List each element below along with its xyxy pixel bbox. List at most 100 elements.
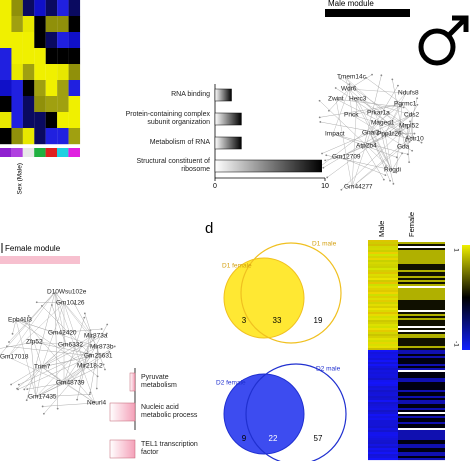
network-edge <box>392 79 406 148</box>
heatmap-cell <box>34 112 46 129</box>
venn-d1 <box>223 242 342 344</box>
heatmap-cell <box>368 396 398 399</box>
network-edge <box>41 305 93 357</box>
heatmap-cell <box>0 16 12 33</box>
heatmap-cell <box>398 394 445 397</box>
network-edge <box>84 313 93 337</box>
heatmap-cell <box>368 254 398 257</box>
network-edge <box>28 315 37 398</box>
heatmap-cell <box>368 360 398 363</box>
network-edge <box>404 98 418 148</box>
network-node <box>17 383 20 386</box>
heatmap-cell <box>398 320 445 323</box>
network-edge <box>320 121 414 140</box>
heatmap-cell <box>398 284 445 287</box>
heatmap-cell <box>34 48 46 65</box>
sex-strip <box>0 148 80 157</box>
heatmap-cell <box>368 420 398 423</box>
heatmap-cell <box>57 128 69 145</box>
network-node <box>384 174 387 177</box>
gene-label: Actr10 <box>405 136 424 143</box>
gene-label: Gm10126 <box>56 300 85 307</box>
heatmap-cell <box>45 128 58 145</box>
network-edge <box>54 291 96 404</box>
heatmap-cell <box>57 16 69 33</box>
network-edge <box>369 92 407 134</box>
x-tick-label: 0 <box>213 183 217 190</box>
network-node <box>5 345 8 348</box>
network-node <box>382 178 385 181</box>
heatmap-cell <box>368 448 398 451</box>
network-edge <box>339 125 408 158</box>
heatmap-cell <box>11 128 23 145</box>
network-edge <box>356 98 413 116</box>
heatmap-cell <box>368 386 398 389</box>
heatmap-cell <box>398 396 445 399</box>
heatmap-cell <box>68 48 81 65</box>
heatmap-cell <box>11 0 23 17</box>
heatmap-cell <box>368 240 398 243</box>
network-node <box>89 391 92 394</box>
male-module-bar <box>325 9 410 17</box>
heatmap-cell <box>398 282 445 285</box>
gene-label: Mrpl52 <box>399 123 419 130</box>
network-edge <box>15 319 99 348</box>
heatmap-cell <box>368 438 398 441</box>
heatmap-cell <box>398 382 445 385</box>
gene-label: Gm12709 <box>332 154 361 161</box>
bar-label: Protein-containing complex subunit organ… <box>125 111 210 126</box>
network-edge <box>63 337 95 384</box>
heatmap-cell <box>398 422 445 425</box>
heatmap-cell <box>11 96 23 113</box>
network-edge <box>332 88 350 135</box>
heatmap-cell <box>368 390 398 393</box>
network-edge <box>351 140 407 188</box>
network-node <box>397 84 399 87</box>
colorbar-label: -1 <box>452 341 459 347</box>
heatmap-cell <box>398 376 445 379</box>
heatmap-cell <box>368 366 398 369</box>
heatmap-cell <box>368 458 398 461</box>
heatmap-cell <box>57 0 69 17</box>
bar <box>109 402 136 422</box>
heatmap-cell <box>68 0 81 17</box>
network-edge <box>351 114 380 124</box>
heatmap-cell <box>368 338 398 341</box>
heatmap-cell <box>398 294 445 297</box>
network-edge <box>54 291 67 346</box>
heatmap-cell <box>34 96 46 113</box>
heatmap-cell <box>368 248 398 251</box>
heatmap-a <box>0 0 81 145</box>
heatmap-cell <box>398 380 445 383</box>
network-edge <box>23 319 96 404</box>
gene-label: Tmem14c <box>337 74 367 81</box>
heatmap-cell <box>368 352 398 355</box>
network-edge <box>323 114 413 168</box>
heatmap-cell <box>398 364 445 367</box>
heatmap-cell <box>398 454 445 457</box>
heatmap-cell <box>57 32 69 49</box>
heatmap-cell <box>398 356 445 359</box>
heatmap-cell <box>398 424 445 427</box>
heatmap-cell <box>368 346 398 349</box>
heatmap-cell <box>68 64 81 81</box>
bar <box>214 136 242 150</box>
network-node <box>420 141 423 144</box>
gene-label: Ppp1r26 <box>377 131 402 138</box>
bar-label: Metabolism of RNA <box>149 139 210 146</box>
heatmap-cell <box>398 416 445 419</box>
heatmap-cell <box>398 244 445 247</box>
heatmap-cell <box>368 426 398 429</box>
heatmap-cell <box>57 64 69 81</box>
heatmap-cell <box>368 412 398 415</box>
heatmap-cell <box>22 32 35 49</box>
network-node <box>106 323 109 326</box>
heatmap-cell <box>398 306 445 309</box>
heatmap-cell <box>398 276 445 279</box>
heatmap-cell <box>368 402 398 405</box>
heatmap-cell <box>368 296 398 299</box>
heatmap-cell <box>398 434 445 437</box>
network-edge <box>384 133 393 171</box>
heatmap-cell <box>57 48 69 65</box>
heatmap-cell <box>368 382 398 385</box>
